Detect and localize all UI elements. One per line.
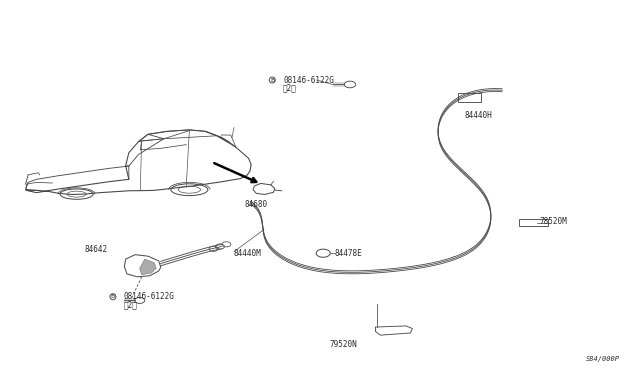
Polygon shape [140,259,156,275]
Text: S84/000P: S84/000P [586,356,620,362]
Text: B: B [111,294,115,299]
Text: 84440M: 84440M [234,249,262,258]
Text: 08146-6122G: 08146-6122G [283,76,334,84]
Text: 84642: 84642 [84,244,108,254]
Text: 84478E: 84478E [335,249,362,258]
Text: 78520M: 78520M [540,217,568,226]
Text: B: B [270,77,275,83]
Text: 79520N: 79520N [330,340,357,349]
Text: 08146-6122G: 08146-6122G [124,292,175,301]
Text: （2）: （2） [124,300,138,310]
Text: 84680: 84680 [244,200,268,209]
Bar [458,93,481,102]
Text: （2）: （2） [283,84,297,93]
Text: 84440H: 84440H [465,112,492,121]
